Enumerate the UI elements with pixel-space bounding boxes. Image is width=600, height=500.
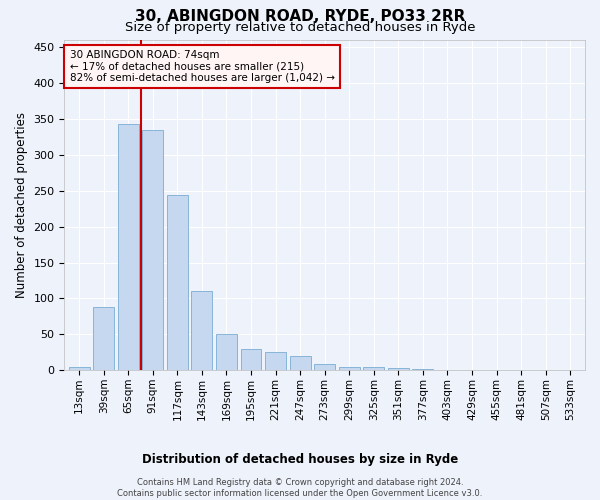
Bar xyxy=(364,368,384,370)
Text: Distribution of detached houses by size in Ryde: Distribution of detached houses by size … xyxy=(142,452,458,466)
Bar xyxy=(314,364,335,370)
Bar xyxy=(69,366,89,370)
Bar xyxy=(412,369,433,370)
Bar xyxy=(290,356,311,370)
Bar xyxy=(167,195,188,370)
Bar xyxy=(388,368,409,370)
Bar xyxy=(241,348,262,370)
Bar xyxy=(142,130,163,370)
Text: Contains HM Land Registry data © Crown copyright and database right 2024.
Contai: Contains HM Land Registry data © Crown c… xyxy=(118,478,482,498)
Text: 30, ABINGDON ROAD, RYDE, PO33 2RR: 30, ABINGDON ROAD, RYDE, PO33 2RR xyxy=(135,9,465,24)
Bar xyxy=(216,334,237,370)
Bar xyxy=(265,352,286,370)
Y-axis label: Number of detached properties: Number of detached properties xyxy=(15,112,28,298)
Text: 30 ABINGDON ROAD: 74sqm
← 17% of detached houses are smaller (215)
82% of semi-d: 30 ABINGDON ROAD: 74sqm ← 17% of detache… xyxy=(70,50,335,83)
Text: Size of property relative to detached houses in Ryde: Size of property relative to detached ho… xyxy=(125,22,475,35)
Bar xyxy=(118,124,139,370)
Bar xyxy=(93,307,114,370)
Bar xyxy=(339,366,359,370)
Bar xyxy=(191,292,212,370)
